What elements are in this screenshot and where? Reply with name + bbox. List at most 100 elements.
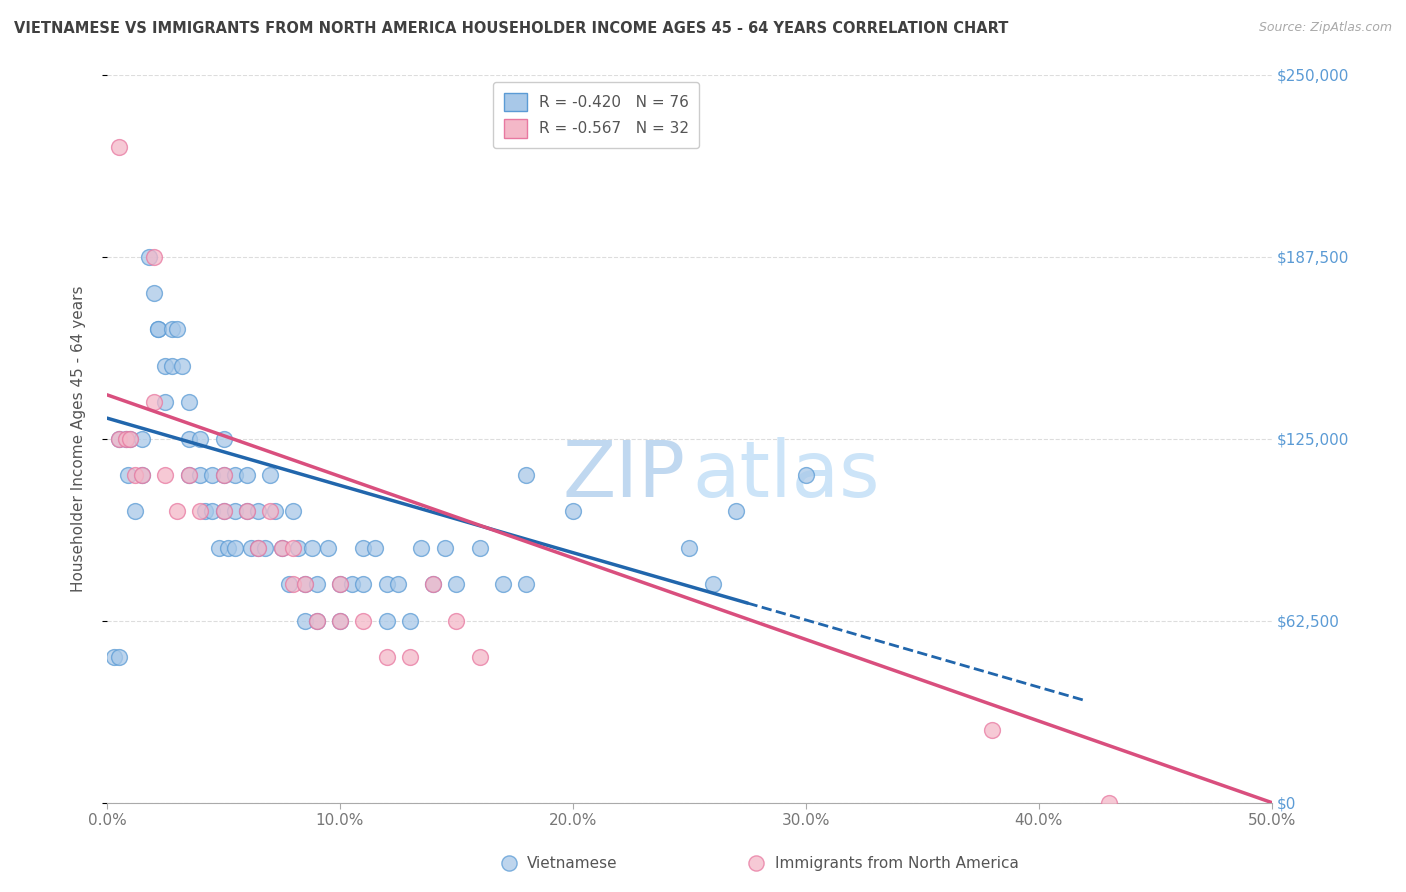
Y-axis label: Householder Income Ages 45 - 64 years: Householder Income Ages 45 - 64 years (72, 285, 86, 591)
Point (148, 322, 170, 336)
Point (263, 504, 285, 518)
Point (283, 504, 305, 518)
Point (240, 541, 263, 555)
Point (329, 614, 352, 628)
Point (155, 467, 177, 482)
Point (981, 723, 1004, 737)
Point (277, 577, 299, 591)
Point (468, 649, 491, 664)
Point (411, 541, 433, 555)
Point (702, 577, 724, 591)
Point (254, 541, 277, 555)
Point (398, 649, 420, 664)
Point (208, 541, 231, 555)
Point (492, 577, 515, 591)
Point (398, 614, 420, 628)
Point (247, 504, 270, 518)
Point (422, 577, 444, 591)
Point (387, 577, 409, 591)
Point (148, 322, 170, 336)
Point (352, 614, 374, 628)
Point (468, 541, 491, 555)
Point (270, 541, 292, 555)
Point (131, 432, 153, 446)
Point (177, 467, 200, 482)
Point (177, 432, 200, 446)
Point (236, 467, 259, 482)
Point (375, 614, 398, 628)
Point (131, 467, 153, 482)
Point (287, 541, 309, 555)
Point (340, 577, 363, 591)
Point (188, 432, 211, 446)
Text: Source: ZipAtlas.com: Source: ZipAtlas.com (1258, 21, 1392, 34)
Text: Vietnamese: Vietnamese (527, 856, 617, 871)
Point (794, 467, 817, 482)
Point (212, 467, 235, 482)
Point (162, 322, 184, 336)
Point (107, 140, 129, 154)
Point (166, 504, 188, 518)
Text: atlas: atlas (693, 437, 880, 513)
Point (212, 467, 235, 482)
Text: VIETNAMESE VS IMMIGRANTS FROM NORTH AMERICA HOUSEHOLDER INCOME AGES 45 - 64 YEAR: VIETNAMESE VS IMMIGRANTS FROM NORTH AMER… (14, 21, 1008, 36)
Point (142, 395, 165, 409)
Point (212, 432, 235, 446)
Point (294, 577, 316, 591)
Point (301, 541, 323, 555)
Point (561, 504, 583, 518)
Point (305, 577, 328, 591)
Point (352, 541, 374, 555)
Point (498, 856, 520, 871)
Point (745, 856, 768, 871)
Point (270, 541, 292, 555)
Point (170, 359, 193, 373)
Point (120, 432, 142, 446)
Point (224, 541, 246, 555)
Point (259, 504, 281, 518)
Point (236, 504, 259, 518)
Point (247, 541, 270, 555)
Point (107, 649, 129, 664)
Point (162, 359, 184, 373)
Point (212, 504, 235, 518)
Point (131, 467, 153, 482)
Point (155, 359, 177, 373)
Point (446, 614, 468, 628)
Point (433, 541, 456, 555)
Point (515, 577, 537, 591)
Point (305, 614, 328, 628)
Point (364, 541, 387, 555)
Legend: R = -0.420   N = 76, R = -0.567   N = 32: R = -0.420 N = 76, R = -0.567 N = 32 (494, 82, 699, 148)
Point (201, 467, 224, 482)
Point (224, 504, 246, 518)
Point (142, 285, 165, 300)
Point (138, 250, 160, 264)
Point (422, 577, 444, 591)
Point (194, 504, 217, 518)
Point (177, 467, 200, 482)
Point (329, 577, 352, 591)
Point (177, 395, 200, 409)
Point (103, 649, 125, 664)
Point (294, 577, 316, 591)
Point (329, 614, 352, 628)
Point (124, 504, 146, 518)
Point (1097, 796, 1119, 810)
Point (515, 467, 537, 482)
Point (259, 467, 281, 482)
Point (305, 614, 328, 628)
Point (329, 577, 352, 591)
Point (283, 541, 305, 555)
Point (212, 504, 235, 518)
Point (114, 432, 136, 446)
Text: Immigrants from North America: Immigrants from North America (775, 856, 1018, 871)
Point (124, 467, 146, 482)
Point (107, 432, 129, 446)
Point (107, 432, 129, 446)
Point (446, 577, 468, 591)
Point (142, 250, 165, 264)
Point (117, 467, 139, 482)
Point (188, 467, 211, 482)
Point (318, 541, 340, 555)
